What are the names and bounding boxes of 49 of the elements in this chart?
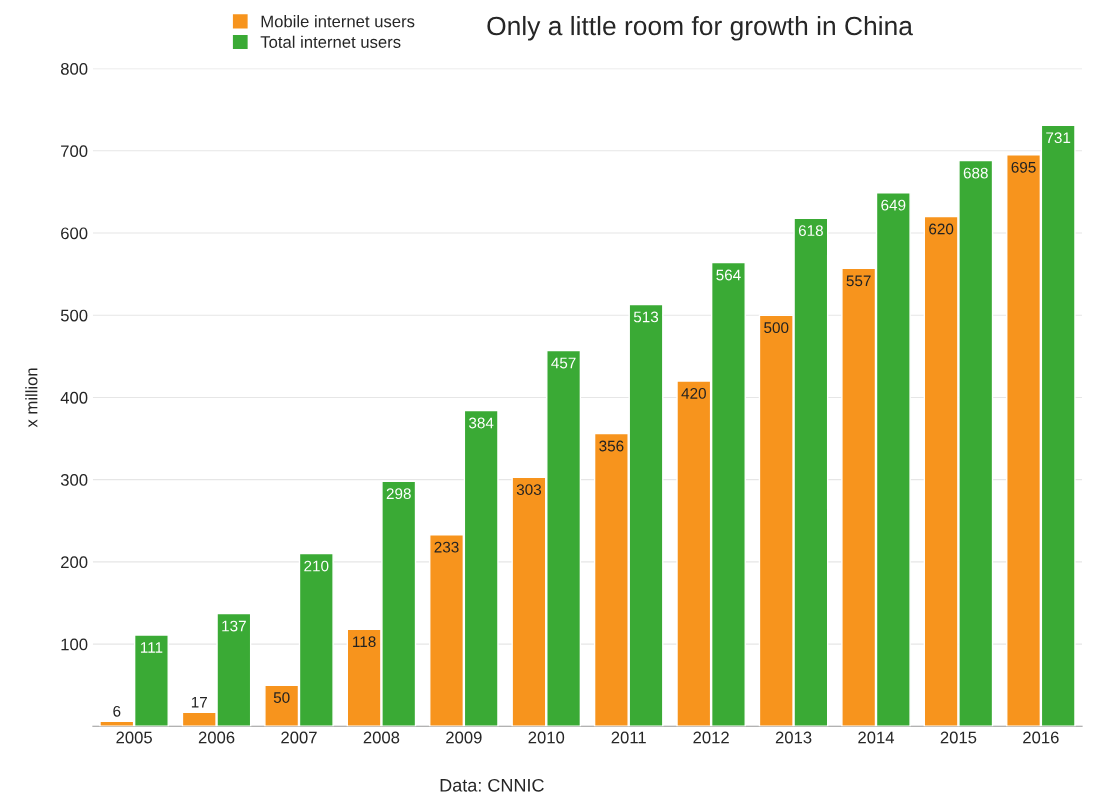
x-tick-label: 2007 — [281, 731, 317, 744]
legend-label: Total internet users — [260, 35, 401, 48]
x-tick-label: 2012 — [693, 731, 729, 744]
data-label: 618 — [798, 225, 823, 237]
x-tick-label: 2009 — [446, 731, 482, 744]
y-axis-title: x million — [25, 368, 38, 428]
data-label: 6 — [113, 705, 121, 717]
data-label: 557 — [846, 275, 871, 287]
data-label: 731 — [1046, 132, 1071, 144]
chart-title: Only a little room for growth in China — [487, 15, 913, 41]
data-label: 688 — [963, 167, 988, 179]
data-label: 420 — [681, 387, 706, 399]
y-tick-label: 100 — [61, 638, 88, 651]
x-tick-label: 2008 — [363, 731, 400, 744]
data-label: 384 — [468, 417, 494, 429]
x-tick-label: 2016 — [1023, 731, 1059, 744]
x-tick-label: 2005 — [116, 731, 152, 744]
data-label: 356 — [599, 440, 624, 452]
y-tick-label: 300 — [60, 474, 88, 486]
y-tick-label: 400 — [60, 391, 88, 404]
data-label: 50 — [273, 692, 290, 703]
data-label: 137 — [222, 620, 246, 632]
y-tick-label: 500 — [60, 309, 88, 322]
y-tick-label: 200 — [61, 556, 88, 569]
x-tick-label: 2013 — [775, 731, 812, 744]
data-label: 457 — [551, 357, 576, 369]
x-tick-label: 2011 — [611, 731, 646, 744]
data-label: 233 — [434, 541, 459, 553]
data-label: 298 — [386, 488, 411, 500]
data-label: 17 — [191, 697, 207, 708]
data-label: 303 — [516, 484, 542, 495]
x-tick-label: 2015 — [940, 731, 977, 744]
data-label: 564 — [716, 269, 741, 281]
y-tick-label: 700 — [61, 145, 88, 158]
y-tick-label: 800 — [60, 63, 88, 75]
x-tick-label: 2006 — [198, 731, 235, 744]
data-label: 111 — [140, 642, 163, 653]
text: Data: CNNIC — [440, 778, 544, 792]
x-tick-label: 2014 — [858, 731, 895, 744]
x-tick-label: 2010 — [528, 731, 565, 744]
legend-label: Mobile internet users — [261, 15, 415, 28]
data-label: 513 — [633, 311, 659, 323]
data-label: 649 — [881, 199, 906, 211]
y-tick-label: 600 — [61, 227, 88, 240]
data-label: 695 — [1011, 161, 1036, 173]
data-label: 118 — [353, 636, 376, 648]
data-label: 620 — [929, 223, 954, 235]
data-label: 210 — [304, 560, 329, 572]
data-label: 500 — [764, 322, 789, 334]
